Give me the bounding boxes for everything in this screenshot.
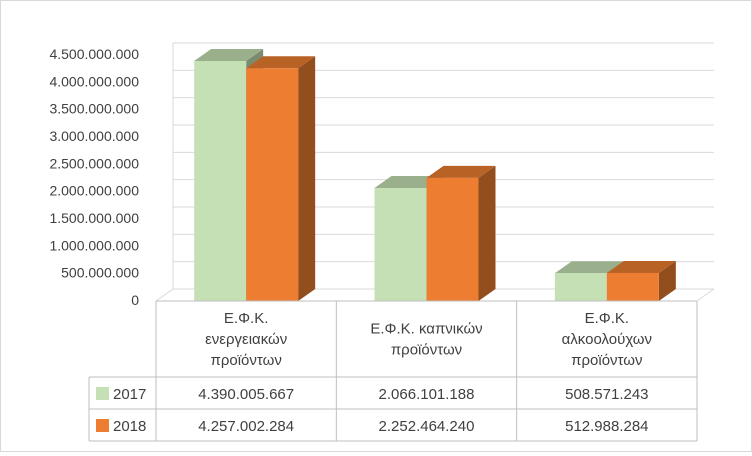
category-label: προϊόντων bbox=[571, 352, 642, 369]
y-tick-label: 1.500.000.000 bbox=[49, 210, 139, 226]
category-label: αλκοολούχων bbox=[562, 331, 652, 348]
bar-2017 bbox=[194, 61, 247, 301]
legend-label: 2017 bbox=[113, 386, 146, 403]
legend-key-2018 bbox=[96, 419, 109, 432]
data-label: 4.257.002.284 bbox=[198, 418, 294, 435]
y-tick-label: 4.000.000.000 bbox=[49, 73, 139, 89]
category-label: Ε.Φ.Κ. bbox=[224, 310, 268, 327]
bar-top-2018 bbox=[426, 165, 496, 178]
bar-top-2018 bbox=[246, 56, 316, 69]
category-label: Ε.Φ.Κ. καπνικών bbox=[370, 321, 482, 338]
bar-top-2018 bbox=[606, 260, 676, 273]
legend-key-2017 bbox=[96, 387, 109, 400]
category-label: προϊόντων bbox=[211, 352, 282, 369]
bar-side-2018 bbox=[658, 260, 676, 301]
y-tick-label: 2.500.000.000 bbox=[49, 155, 139, 171]
bar-2017 bbox=[554, 273, 607, 301]
category-label: Ε.Φ.Κ. bbox=[585, 310, 629, 327]
y-tick-label: 2.000.000.000 bbox=[49, 183, 139, 199]
bar-2018 bbox=[606, 272, 659, 301]
bar-top-2017 bbox=[554, 261, 624, 274]
category-label: προϊόντων bbox=[391, 342, 462, 359]
y-tick-label: 4.500.000.000 bbox=[49, 46, 139, 62]
floor-right-edge bbox=[696, 288, 715, 302]
bar-side-2018 bbox=[298, 56, 316, 301]
data-label: 2.066.101.188 bbox=[379, 386, 475, 403]
y-tick-label: 0 bbox=[131, 292, 139, 308]
y-tick-label: 500.000.000 bbox=[61, 265, 139, 281]
category-label: ενεργειακών bbox=[205, 331, 287, 348]
data-label: 2.252.464.240 bbox=[379, 418, 475, 435]
bar-side-2018 bbox=[478, 165, 496, 301]
bar-2018 bbox=[246, 68, 299, 301]
floor-left-edge bbox=[155, 288, 174, 302]
y-tick-label: 1.000.000.000 bbox=[49, 237, 139, 253]
bar-2018 bbox=[426, 177, 479, 301]
bar-2017 bbox=[374, 188, 427, 301]
bar-top-2017 bbox=[194, 49, 264, 62]
legend-label: 2018 bbox=[113, 418, 146, 435]
y-tick-label: 3.500.000.000 bbox=[49, 101, 139, 117]
data-label: 4.390.005.667 bbox=[198, 386, 294, 403]
y-tick-label: 3.000.000.000 bbox=[49, 128, 139, 144]
bar-top-2017 bbox=[374, 176, 444, 189]
data-label: 508.571.243 bbox=[565, 386, 648, 403]
data-label: 512.988.284 bbox=[565, 418, 648, 435]
